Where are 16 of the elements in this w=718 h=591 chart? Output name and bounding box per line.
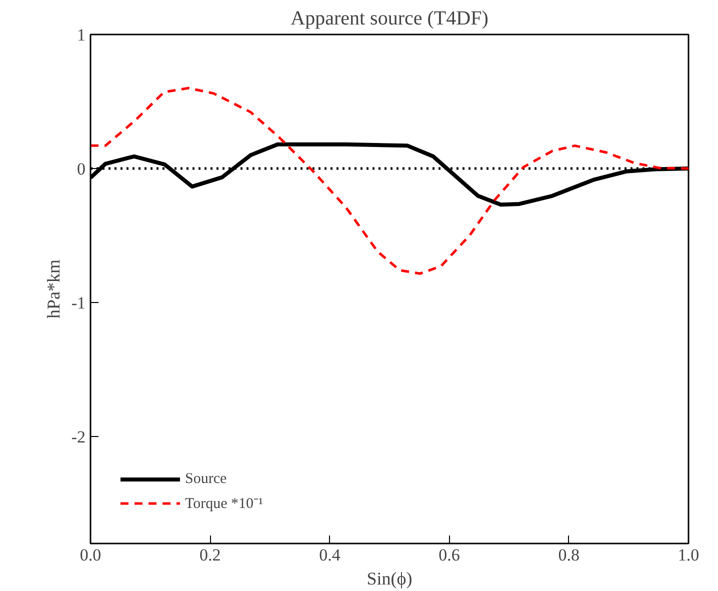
x-tick-label: 1.0 xyxy=(678,546,700,564)
chart-title: Apparent source (T4DF) xyxy=(290,8,488,30)
x-tick-label: 0.8 xyxy=(558,546,580,564)
y-axis-title: hPa*km xyxy=(43,259,64,318)
x-tick-label: 0.2 xyxy=(199,546,221,564)
line-series xyxy=(90,86,688,275)
y-tick-label: -2 xyxy=(71,427,86,446)
legend-label: Source xyxy=(185,470,227,488)
x-axis-title: Sin(ϕ) xyxy=(366,568,412,588)
x-tick-label: 0.4 xyxy=(319,546,341,564)
x-tick-label: 0.6 xyxy=(438,546,460,564)
x-tick-label: 0.0 xyxy=(80,546,102,564)
y-tick-label: 0 xyxy=(77,159,86,178)
y-tick-label: 1 xyxy=(77,26,86,44)
legend-label: Torque *10⁻¹ xyxy=(185,495,264,513)
y-tick-label: -1 xyxy=(71,293,86,312)
